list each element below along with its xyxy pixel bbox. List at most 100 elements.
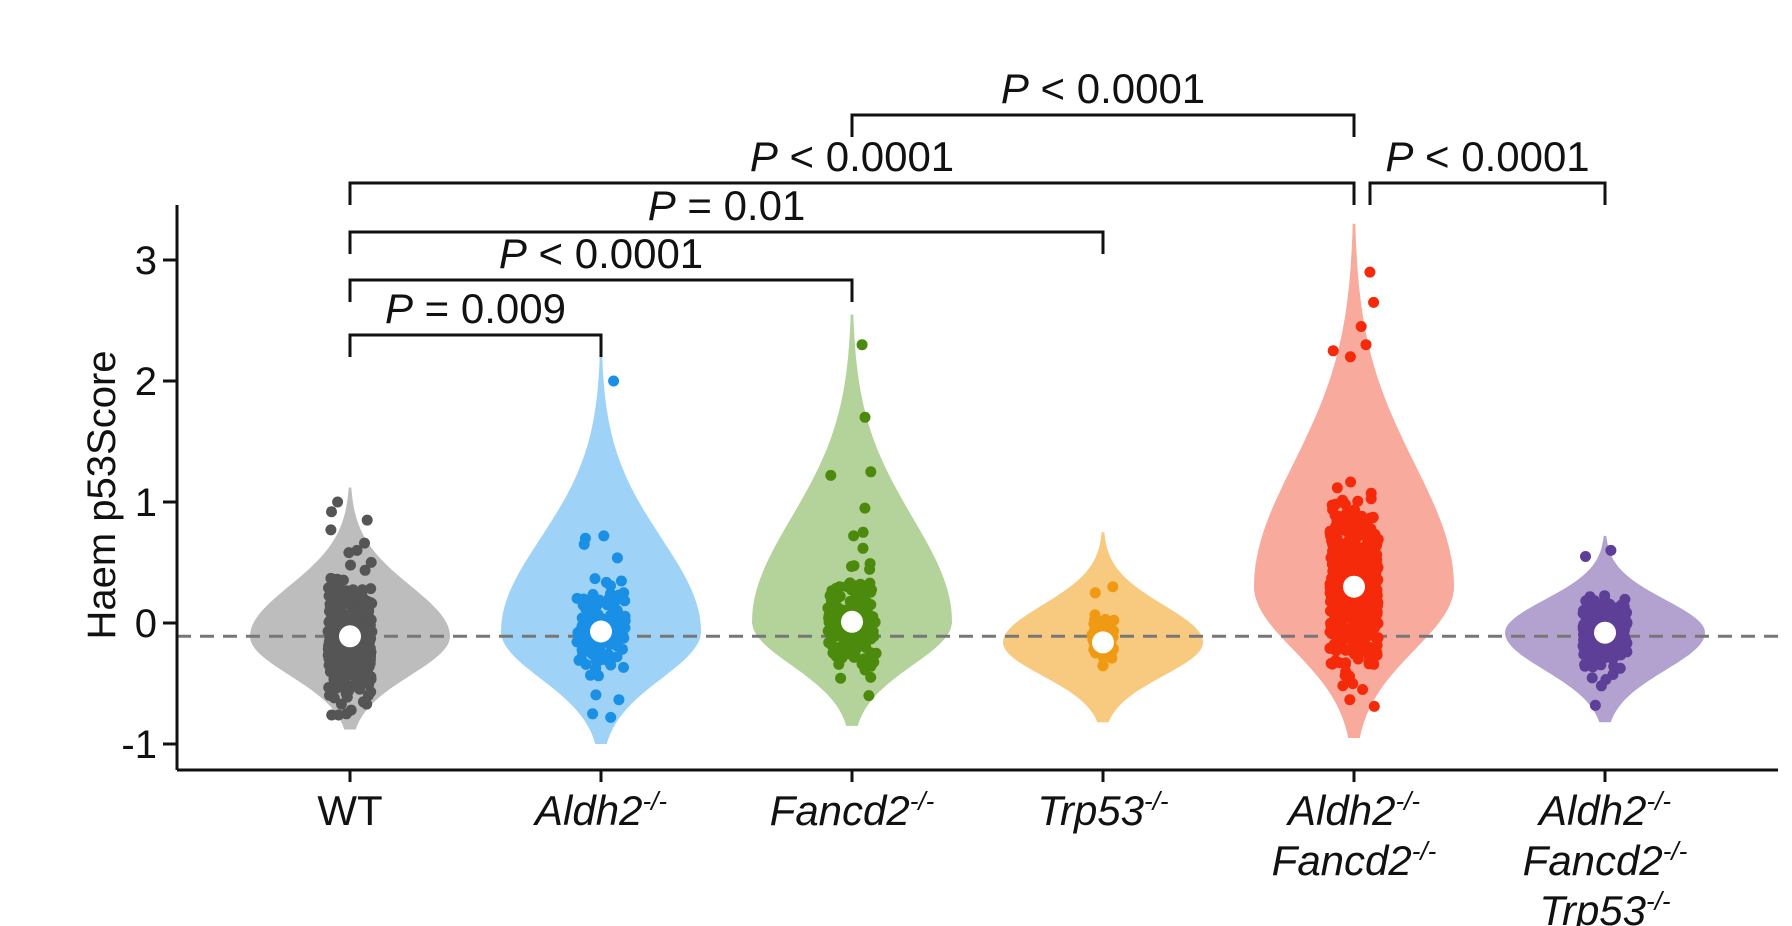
data-point (1326, 658, 1338, 670)
p-value-label: P = 0.01 (648, 182, 806, 229)
data-point (1331, 515, 1343, 527)
data-point (604, 592, 615, 604)
data-point (344, 608, 356, 620)
data-point (356, 591, 368, 603)
data-point (1343, 534, 1355, 546)
category-label: Aldh2-/- (1285, 786, 1420, 834)
significance-bracket (348, 333, 603, 357)
median-marker (1343, 575, 1365, 598)
data-point (1368, 700, 1380, 712)
outlier-point (598, 530, 610, 542)
data-point (1577, 607, 1589, 619)
data-point (1349, 504, 1361, 516)
category-labels-layer: WT Aldh2-/- Fancd2-/- Trp53-/- Aldh2-/-Fancd… (317, 786, 1687, 926)
data-point (590, 663, 601, 675)
data-point (325, 646, 336, 658)
data-point (1347, 678, 1359, 690)
outlier-point (332, 496, 344, 508)
category-label: Fancd2-/- (1272, 836, 1437, 884)
axes-layer: 3 2 1 0 -1 (121, 205, 1778, 782)
data-point (346, 590, 358, 602)
data-point (1358, 516, 1370, 528)
data-point (850, 650, 861, 662)
p-value-label: P < 0.0001 (750, 133, 954, 180)
significance-bracket (348, 230, 1105, 254)
data-point (1330, 590, 1342, 602)
data-point (576, 620, 588, 632)
category-label: Fancd2-/- (770, 786, 935, 834)
data-point (577, 629, 589, 641)
median-marker (841, 610, 863, 633)
data-point (1580, 595, 1592, 607)
data-point (1331, 572, 1343, 584)
outlier-point (1344, 351, 1356, 363)
data-point (1366, 526, 1378, 538)
outlier-point (1107, 581, 1119, 593)
data-point (1102, 618, 1113, 630)
data-point (1352, 495, 1364, 507)
data-point (822, 625, 834, 637)
data-point (332, 587, 344, 599)
outlier-point (326, 506, 337, 518)
outlier-point (856, 339, 868, 351)
data-point (1345, 476, 1357, 488)
data-point (365, 556, 377, 568)
data-point (1600, 674, 1612, 685)
data-point (853, 581, 865, 593)
data-point (859, 664, 871, 676)
data-point (616, 643, 628, 655)
outlier-point (1357, 684, 1369, 695)
y-tick-label: 2 (135, 360, 157, 404)
data-point (1597, 609, 1609, 621)
outlier-point (848, 530, 860, 542)
outlier-point (1097, 659, 1109, 671)
data-point (1329, 615, 1341, 627)
data-point (848, 560, 860, 572)
p-value-label: P < 0.0001 (1385, 133, 1589, 180)
data-point (1354, 559, 1366, 571)
outlier-point (351, 544, 363, 556)
outlier-point (1327, 345, 1339, 357)
data-point (1368, 611, 1380, 622)
data-point (356, 605, 368, 617)
data-point (345, 559, 356, 571)
data-point (585, 601, 597, 613)
data-point (1369, 541, 1380, 553)
data-point (362, 689, 374, 701)
p-value-label: P < 0.0001 (1001, 65, 1205, 112)
category-label: Aldh2-/- (532, 786, 667, 834)
data-point (573, 654, 585, 666)
data-point (328, 692, 340, 704)
outlier-point (361, 514, 373, 526)
data-point (831, 642, 842, 654)
data-point (364, 671, 376, 683)
outlier-point (341, 708, 352, 720)
data-point (1325, 642, 1337, 654)
outlier-point (859, 411, 871, 423)
median-marker (1594, 621, 1616, 644)
outlier-point (359, 537, 370, 549)
data-point (1579, 659, 1591, 671)
category-label: Fancd2-/- (1523, 836, 1688, 884)
data-point (857, 542, 869, 554)
data-point (1344, 694, 1356, 706)
data-point (613, 694, 625, 706)
data-point (1356, 622, 1368, 634)
data-point (841, 648, 853, 660)
data-point (326, 665, 338, 677)
data-point (1364, 647, 1376, 659)
data-point (835, 672, 847, 684)
y-tick-label: 1 (135, 481, 157, 525)
p-value-label: P < 0.0001 (499, 230, 703, 277)
data-point (353, 667, 365, 679)
data-point (346, 680, 357, 692)
outlier-point (1360, 339, 1372, 351)
data-point (323, 682, 335, 693)
data-point (838, 630, 850, 642)
data-point (619, 610, 631, 622)
y-tick-label: -1 (121, 723, 157, 767)
significance-bracket (348, 278, 854, 302)
data-point (865, 671, 877, 683)
